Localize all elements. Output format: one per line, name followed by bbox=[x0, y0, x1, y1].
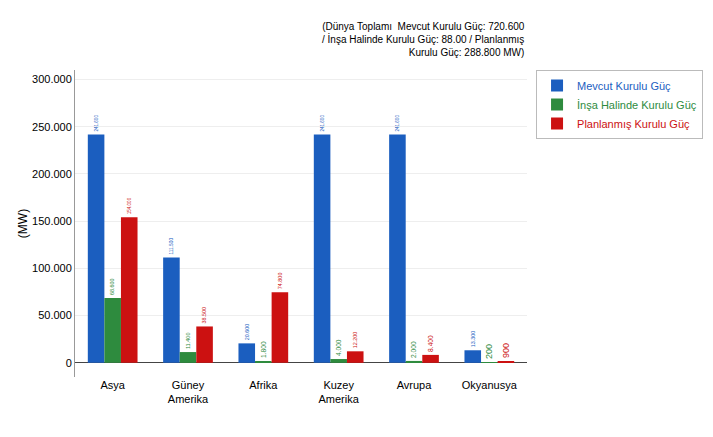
svg-text:200: 200 bbox=[484, 344, 494, 359]
svg-text:154.000: 154.000 bbox=[127, 197, 132, 214]
svg-text:241.600: 241.600 bbox=[94, 115, 99, 132]
svg-text:900: 900 bbox=[501, 343, 511, 358]
svg-text:2.000: 2.000 bbox=[410, 341, 417, 358]
svg-text:68.600: 68.600 bbox=[109, 278, 115, 295]
svg-text:1.800: 1.800 bbox=[260, 341, 267, 358]
svg-text:74.800: 74.800 bbox=[277, 273, 283, 290]
svg-text:241.600: 241.600 bbox=[320, 115, 325, 132]
svg-text:Planlanmış Kurulu Güç: Planlanmış Kurulu Güç bbox=[577, 118, 690, 130]
svg-text:300.000: 300.000 bbox=[32, 73, 72, 85]
svg-text:241.600: 241.600 bbox=[395, 115, 400, 132]
svg-text:(MW): (MW) bbox=[16, 209, 30, 238]
svg-text:Mevcut Kurulu Güç: Mevcut Kurulu Güç bbox=[577, 80, 671, 92]
svg-text:50.000: 50.000 bbox=[38, 309, 72, 321]
svg-text:GüneyAmerika: GüneyAmerika bbox=[168, 379, 209, 405]
svg-text:4.000: 4.000 bbox=[335, 339, 342, 356]
svg-text:250.000: 250.000 bbox=[32, 121, 72, 133]
svg-text:8.400: 8.400 bbox=[427, 335, 434, 352]
svg-text:100.000: 100.000 bbox=[32, 262, 72, 274]
svg-text:İnşa Halinde Kurulu Güç: İnşa Halinde Kurulu Güç bbox=[577, 99, 697, 111]
svg-text:111.500: 111.500 bbox=[169, 238, 174, 255]
svg-text:(Dünya Toplamı Mevcut Kurulu: (Dünya Toplamı Mevcut Kurulu Güç: 720.60… bbox=[322, 21, 525, 58]
svg-text:Afrika: Afrika bbox=[249, 379, 278, 391]
svg-text:KuzeyAmerika: KuzeyAmerika bbox=[318, 379, 359, 405]
svg-text:13.300: 13.300 bbox=[470, 331, 476, 348]
svg-text:0: 0 bbox=[66, 357, 72, 369]
svg-text:Avrupa: Avrupa bbox=[397, 379, 433, 391]
svg-text:20.600: 20.600 bbox=[244, 324, 250, 341]
svg-text:38.500: 38.500 bbox=[201, 307, 207, 324]
svg-text:Okyanusya: Okyanusya bbox=[462, 379, 518, 391]
svg-text:Asya: Asya bbox=[100, 379, 125, 391]
svg-text:150.000: 150.000 bbox=[32, 215, 72, 227]
svg-text:12.200: 12.200 bbox=[352, 332, 358, 349]
svg-text:11.400: 11.400 bbox=[185, 332, 191, 349]
svg-text:200.000: 200.000 bbox=[32, 168, 72, 180]
